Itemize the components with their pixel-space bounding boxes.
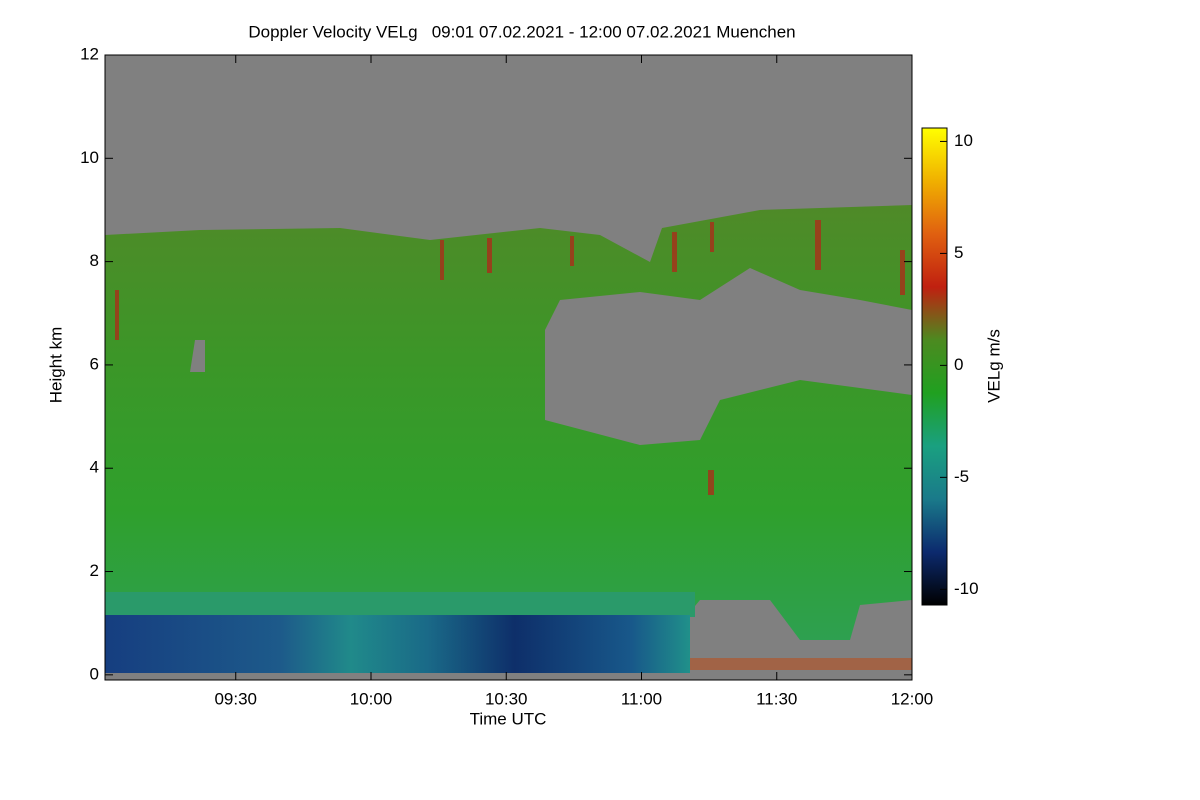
colorbar-tick-label: 0 [954,355,963,374]
y-tick-label: 4 [90,458,99,477]
x-axis-label: Time UTC [470,709,547,728]
x-tick-label: 09:30 [214,689,257,708]
y-tick-label: 12 [80,44,99,63]
colorbar-tick-label: -5 [954,467,969,486]
low-band [105,615,690,673]
colorbar-label: VELg m/s [984,329,1003,403]
updraft-streaks [115,220,905,495]
colorbar-tick-label: 5 [954,243,963,262]
y-tick-label: 2 [90,561,99,580]
boundary-layer [105,592,695,617]
y-axis-label: Height km [46,327,65,404]
x-tick-label: 12:00 [891,689,934,708]
colorbar-tick-label: -10 [954,579,979,598]
gap [190,340,205,372]
velocity-field [105,55,912,680]
plot-frame [104,54,913,681]
chart-title: Doppler Velocity VELg 09:01 07.02.2021 -… [248,22,795,41]
x-tick-label: 10:00 [350,689,393,708]
y-tick-label: 10 [80,148,99,167]
x-tick-label: 10:30 [485,689,528,708]
y-tick-label: 6 [90,354,99,373]
x-tick-label: 11:30 [756,689,797,708]
surface-layer [690,658,912,670]
y-tick-label: 0 [90,664,99,683]
x-tick-label: 11:00 [621,689,662,708]
colorbar [921,127,948,606]
y-tick-label: 8 [90,251,99,270]
cloud-region [105,205,912,640]
colorbar-tick-label: 10 [954,131,973,150]
